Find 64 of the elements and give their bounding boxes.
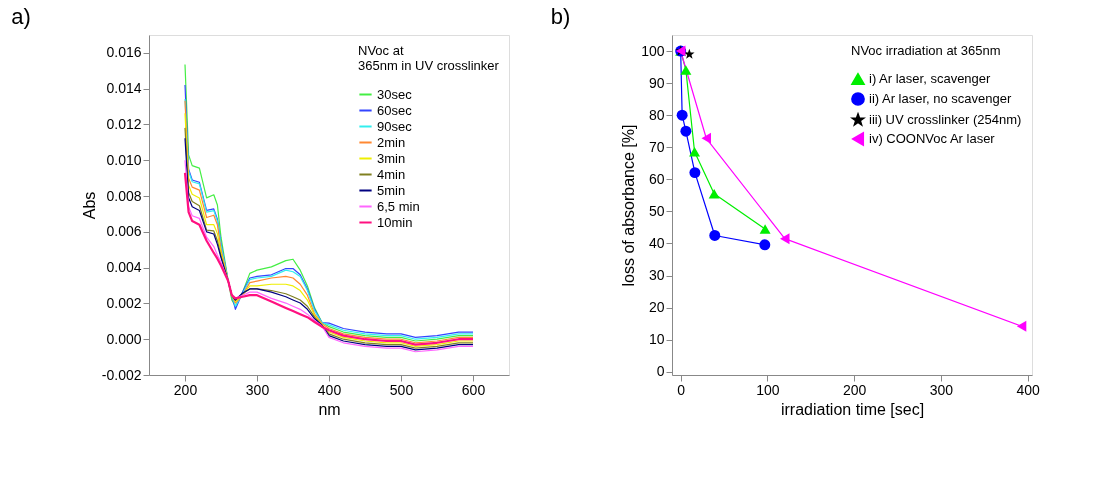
y-tick-label: 100	[641, 42, 665, 59]
y-tick-label: 80	[648, 106, 665, 123]
y-tick-label: 70	[648, 138, 665, 155]
point	[780, 233, 790, 245]
x-tick-label: 200	[173, 381, 198, 398]
y-tick-label: 0.014	[106, 80, 142, 97]
legend-title: NVoc at 365nm in UV crosslinker	[358, 43, 500, 73]
x-tick-label: 400	[1016, 381, 1041, 398]
point	[684, 48, 695, 59]
chart-title: b)	[550, 4, 571, 29]
point	[680, 65, 692, 75]
point	[709, 230, 721, 241]
point	[708, 189, 720, 199]
x-tick-label: 100	[756, 381, 780, 398]
y-tick-label: -0.002	[101, 366, 142, 383]
y-tick-label: 0	[656, 363, 665, 380]
y-tick-label: 50	[648, 202, 665, 219]
x-tick-label: 500	[389, 381, 414, 398]
y-tick-label: 0.012	[106, 115, 142, 132]
legend-label: 90sec	[377, 118, 413, 134]
legend-label: 3min	[377, 150, 406, 166]
point	[680, 125, 692, 137]
point	[689, 167, 701, 179]
y-tick-label: 30	[648, 267, 665, 284]
point	[701, 132, 712, 144]
x-tick-label: 0	[677, 381, 686, 398]
point	[676, 109, 688, 121]
y-tick-label: 0.008	[106, 187, 142, 204]
x-tick-label: 600	[461, 381, 486, 398]
y-axis-title: loss of absorbance [%]	[620, 124, 638, 287]
y-tick-label: 0.016	[106, 44, 142, 61]
legend-label: i) Ar laser, scavenger	[869, 71, 992, 86]
y-tick-label: 0.000	[106, 330, 142, 347]
legend-label: 30sec	[377, 86, 413, 102]
x-tick-label: 200	[842, 381, 867, 398]
x-tick-label: 400	[317, 381, 342, 398]
y-tick-label: 90	[648, 74, 665, 91]
y-axis-title: Abs	[80, 191, 98, 220]
y-tick-label: 10	[648, 331, 665, 348]
y-tick-label: 0.006	[106, 223, 142, 240]
legend-label: ii) Ar laser, no scavenger	[869, 91, 1013, 106]
y-tick-label: 60	[648, 170, 665, 187]
point	[759, 224, 771, 234]
y-tick-label: 0.010	[106, 151, 142, 168]
legend-label: 4min	[377, 166, 406, 182]
chart-title: a)	[11, 4, 31, 29]
x-tick-label: 300	[245, 381, 270, 398]
x-axis-title: nm	[318, 400, 341, 418]
x-axis-title: irradiation time [sec]	[780, 400, 925, 418]
legend-label: iv) COONVoc Ar laser	[869, 131, 996, 146]
y-tick-label: 0.002	[106, 294, 142, 311]
legend-label: 10min	[377, 214, 413, 230]
legend-title: NVoc irradiation at 365nm	[851, 43, 1001, 58]
y-tick-label: 20	[648, 299, 665, 316]
y-tick-label: 40	[648, 234, 665, 251]
legend-label: iii) UV crosslinker (254nm)	[869, 112, 1022, 127]
point	[1016, 320, 1027, 332]
x-tick-label: 300	[929, 381, 954, 398]
y-tick-label: 0.004	[106, 259, 142, 276]
point	[759, 239, 771, 251]
legend-label: 60sec	[377, 102, 413, 118]
legend-label: 2min	[377, 134, 406, 150]
legend-label: 5min	[377, 182, 406, 198]
legend-label: 6,5 min	[377, 198, 420, 214]
